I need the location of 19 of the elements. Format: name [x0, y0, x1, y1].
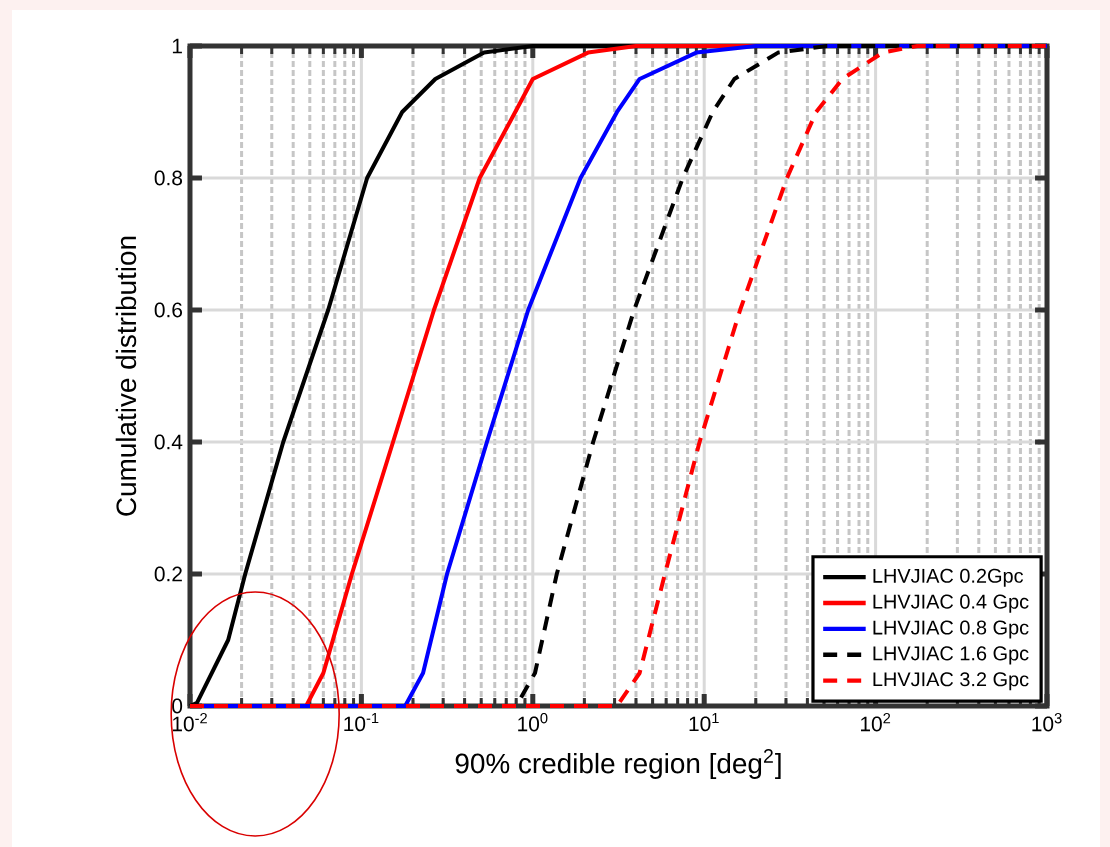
x-tick-label: 10$^{0}$ — [518, 713, 548, 732]
x-tick-label: 10$^{-2}$ — [172, 713, 207, 732]
x-tick-label: 10$^{1}$ — [689, 713, 719, 732]
y-tick-label: 0 — [172, 698, 183, 714]
legend-label: LHVJIAC 0.4 Gpc — [873, 594, 1029, 613]
x-axis-title: 90% credible region [deg$^{2}$] — [455, 749, 781, 779]
legend-label: LHVJIAC 3.2 Gpc — [873, 672, 1029, 691]
y-tick-label: 0.4 — [154, 434, 183, 450]
legend-label: LHVJIAC 0.8 Gpc — [873, 620, 1029, 639]
y-tick-label: 0.8 — [154, 170, 183, 186]
y-tick-label: 1 — [172, 38, 182, 54]
legend-label: LHVJIAC 0.2Gpc — [873, 568, 1024, 587]
x-tick-label: 10$^{-1}$ — [344, 713, 379, 732]
x-tick-label: 10$^{2}$ — [860, 713, 891, 732]
x-tick-label: 10$^{3}$ — [1032, 713, 1062, 732]
legend-label: LHVJIAC 1.6 Gpc — [873, 646, 1029, 665]
y-tick-label: 0.2 — [154, 566, 182, 582]
y-tick-label: 0.6 — [154, 302, 183, 318]
y-axis-title: Cumulative distribution — [115, 236, 137, 516]
